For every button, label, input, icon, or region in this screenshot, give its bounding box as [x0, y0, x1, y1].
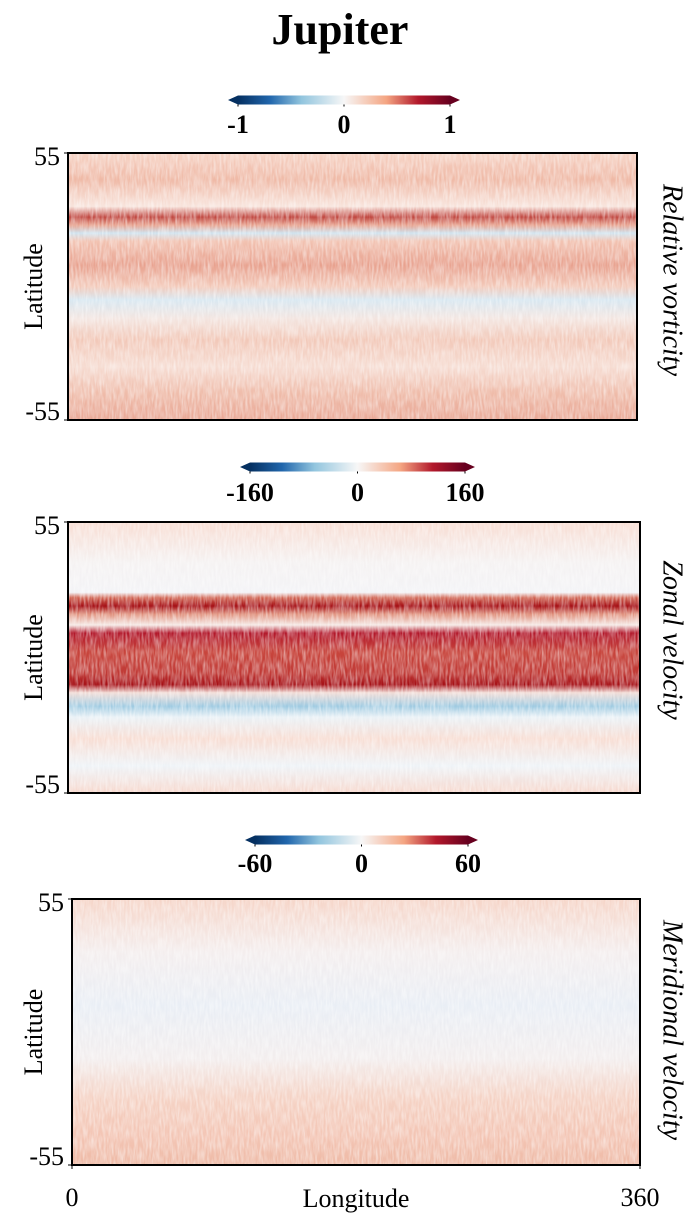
plot-frame — [67, 152, 638, 421]
y-tick-label: 55 — [34, 142, 60, 171]
panel-title: Meridional velocity — [657, 919, 688, 1141]
panel: -55 55 Latitude Meridional velocity 0 360 Long… — [19, 835, 688, 1213]
colorbar-extend — [450, 95, 460, 105]
colorbar-tick-label: 0 — [351, 478, 364, 507]
colorbar-tick-label: 0 — [338, 110, 351, 139]
y-tick-label: -55 — [25, 770, 60, 799]
colorbar-tick-label: -60 — [238, 849, 273, 878]
colorbar-extend — [465, 462, 475, 472]
x-tick-label: 360 — [621, 1183, 660, 1212]
heatmap-texture — [68, 522, 640, 793]
y-axis-label: Latitude — [19, 614, 48, 701]
plot-frame — [67, 521, 641, 794]
colorbar-extend — [240, 462, 250, 472]
colorbar — [250, 462, 465, 472]
x-tick-label: 0 — [66, 1183, 79, 1212]
colorbar-tick-label: 1 — [444, 110, 457, 139]
heatmap-texture — [72, 899, 640, 1165]
y-tick-label: -55 — [29, 1142, 64, 1171]
colorbar-tick-label: -1 — [227, 110, 249, 139]
colorbar-extend — [468, 835, 478, 845]
plot-frame — [71, 898, 641, 1166]
y-axis-label: Latitude — [19, 243, 48, 330]
y-tick-label: 55 — [34, 511, 60, 540]
y-tick-label: -55 — [25, 397, 60, 426]
panel-title: Relative vorticity — [657, 183, 688, 377]
figure-title: Jupiter — [272, 5, 409, 54]
colorbar-tick-label: 0 — [355, 849, 368, 878]
colorbar-tick-label: 60 — [455, 849, 481, 878]
colorbar — [255, 835, 468, 845]
colorbar-tick-label: 160 — [446, 478, 485, 507]
panel-title: Zonal velocity — [657, 560, 688, 720]
colorbar-extend — [228, 95, 238, 105]
colorbar-extend — [245, 835, 255, 845]
heatmap-texture — [68, 153, 637, 420]
x-axis-label: Longitude — [303, 1184, 410, 1213]
colorbar-tick-label: -160 — [226, 478, 274, 507]
panel: -55 55 Latitude Zonal velocity -160 0 160 — [19, 462, 688, 799]
colorbar — [238, 95, 450, 105]
panel: -55 55 Latitude Relative vorticity -1 0 1 — [19, 95, 688, 426]
y-axis-label: Latitude — [19, 989, 48, 1076]
y-tick-label: 55 — [38, 888, 64, 917]
